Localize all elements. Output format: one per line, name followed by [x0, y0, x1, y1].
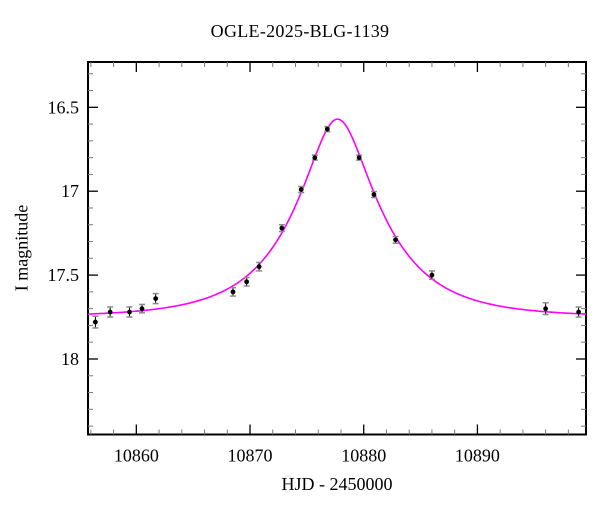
data-point [278, 224, 285, 233]
data-point [256, 261, 263, 272]
data-point [298, 185, 305, 194]
data-point [370, 190, 377, 199]
axis-ticks [88, 62, 586, 435]
chart-title: OGLE-2025-BLG-1139 [210, 21, 390, 41]
data-point [392, 235, 399, 244]
data-point [229, 286, 236, 297]
data-point [311, 154, 318, 161]
x-tick-label: 10870 [228, 446, 273, 466]
y-tick-label: 18 [61, 349, 79, 369]
x-tick-label: 10890 [455, 446, 500, 466]
x-axis-label: HJD - 2450000 [281, 474, 393, 494]
data-point [126, 306, 133, 318]
y-tick-labels: 16.5 17 17.5 18 [48, 97, 80, 369]
data-point [152, 292, 159, 305]
model-curve [87, 118, 587, 315]
data-point [575, 306, 582, 318]
data-point [428, 270, 435, 281]
y-tick-label: 16.5 [48, 97, 80, 117]
y-tick-label: 17.5 [48, 265, 80, 285]
x-tick-labels: 10860 10870 10880 10890 [114, 446, 500, 466]
data-point [139, 303, 146, 314]
data-point [92, 315, 99, 329]
data-points [92, 125, 582, 329]
data-point [324, 125, 331, 133]
data-point [542, 302, 549, 316]
data-point [107, 306, 114, 318]
data-point [356, 154, 363, 161]
x-tick-label: 10860 [114, 446, 159, 466]
plot-frame [87, 61, 587, 436]
y-tick-label: 17 [61, 181, 79, 201]
x-tick-label: 10880 [341, 446, 386, 466]
data-point [243, 276, 250, 287]
